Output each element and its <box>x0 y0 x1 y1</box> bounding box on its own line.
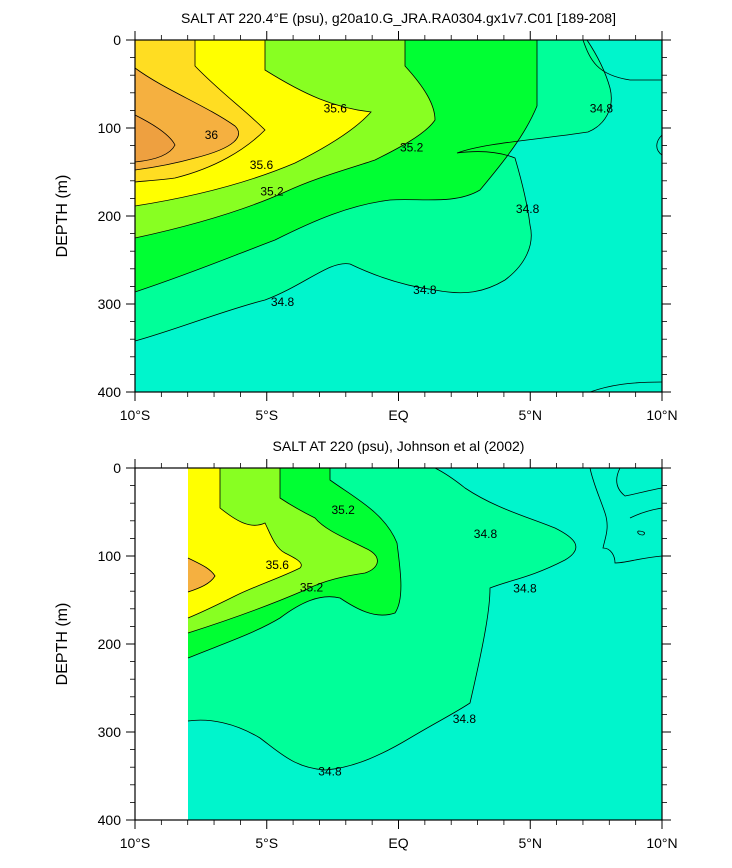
top-panel-fills <box>135 40 662 392</box>
contour-line <box>134 114 176 163</box>
contour-label: 34.8 <box>474 527 498 541</box>
contour-line <box>134 40 266 183</box>
bottom-panel-contour-labels: 35.2 34.8 35.6 34.8 35.2 34.8 34.8 <box>266 503 537 779</box>
contour-line <box>187 468 302 619</box>
contour-line <box>187 468 402 659</box>
x-tick-label: 5°N <box>519 835 543 851</box>
bottom-panel-title: SALT AT 220 (psu), Johnson et al (2002) <box>273 438 525 454</box>
contour-label: 34.8 <box>516 202 540 216</box>
y-tick-label: 400 <box>98 384 122 400</box>
contour-label: 36 <box>205 128 219 142</box>
contour-label: 34.8 <box>453 712 477 726</box>
contour-line <box>637 530 646 536</box>
contour-line <box>134 67 239 171</box>
contour-label-text: 34.8 <box>513 582 537 596</box>
contour-label-text: 35.6 <box>324 102 348 116</box>
contour-line <box>656 134 663 156</box>
fill-35-8 <box>188 558 215 592</box>
fill-34-8 <box>135 40 662 392</box>
contour-line <box>629 507 663 519</box>
contour-label-text: 35.2 <box>400 140 424 154</box>
x-tick-label: 5°S <box>255 835 278 851</box>
x-tick-label: 10°N <box>646 407 677 423</box>
contour-label: 35.6 <box>250 158 274 172</box>
contour-label-text: 34.8 <box>474 527 498 541</box>
contour-label: 35.2 <box>400 140 424 154</box>
contour-label: 35.6 <box>266 558 290 572</box>
top-panel-contour-lines <box>134 39 663 393</box>
contour-label-text: 34.8 <box>318 765 342 779</box>
contour-line <box>134 40 538 293</box>
y-tick-label: 0 <box>113 460 121 476</box>
contour-line <box>616 467 663 497</box>
contour-label-text: 35.2 <box>331 503 355 517</box>
fill-36-2 <box>135 115 175 162</box>
contour-label-text: 36 <box>205 128 219 142</box>
contour-label-text: 35.6 <box>266 558 290 572</box>
contour-label-text: 35.6 <box>250 158 274 172</box>
top-panel-ylabel: DEPTH (m) <box>54 175 71 258</box>
contour-label-text: 35.2 <box>300 581 324 595</box>
top-panel-contour-labels: 35.6 36 35.6 35.2 35.2 34.8 34.8 34.8 34.8 <box>205 102 614 310</box>
bottom-panel-contour-lines <box>187 467 663 771</box>
top-panel: 35.6 36 35.6 35.2 35.2 34.8 34.8 34.8 34.8 10°S 5… <box>54 10 678 423</box>
contour-line <box>134 40 372 207</box>
y-tick-label: 200 <box>98 636 122 652</box>
contour-label-text: 34.8 <box>453 712 477 726</box>
y-tick-label: 400 <box>98 812 122 828</box>
contour-label-text: 34.8 <box>271 295 295 309</box>
contour-label-text: 34.8 <box>590 102 614 116</box>
x-tick-label: 5°S <box>255 407 278 423</box>
bottom-panel: 35.2 34.8 35.6 34.8 35.2 34.8 34.8 10°S 5°S EQ 5°… <box>54 438 678 851</box>
x-tick-label: 5°N <box>519 407 543 423</box>
top-panel-axes: 10°S 5°S EQ 5°N 10°N 0 100 200 300 400 <box>98 31 678 423</box>
contour-label: 35.2 <box>300 581 324 595</box>
top-panel-title: SALT AT 220.4°E (psu), g20a10.G_JRA.RA03… <box>181 10 616 26</box>
x-tick-label: 10°S <box>120 407 151 423</box>
fill-35-6 <box>188 468 302 618</box>
contour-line <box>187 467 577 771</box>
fill-34-8 <box>188 468 662 820</box>
y-tick-label: 100 <box>98 548 122 564</box>
x-tick-label: EQ <box>388 835 408 851</box>
bottom-panel-fills <box>188 468 662 820</box>
y-tick-label: 300 <box>98 724 122 740</box>
x-tick-label: 10°S <box>120 835 151 851</box>
contour-line <box>582 39 662 81</box>
x-tick-label: EQ <box>388 407 408 423</box>
contour-label-text: 34.8 <box>413 283 437 297</box>
y-tick-label: 200 <box>98 208 122 224</box>
contour-line <box>134 40 436 239</box>
x-tick-label: 10°N <box>646 835 677 851</box>
contour-line <box>589 381 663 393</box>
contour-label: 34.8 <box>513 582 537 596</box>
contour-line <box>134 39 612 342</box>
contour-line <box>589 467 663 564</box>
y-tick-label: 300 <box>98 296 122 312</box>
contour-label: 35.2 <box>260 184 284 198</box>
contour-line <box>187 468 378 634</box>
contour-label: 34.8 <box>413 283 437 297</box>
contour-label: 35.6 <box>324 102 348 116</box>
contour-label: 35.2 <box>331 503 355 517</box>
y-tick-label: 100 <box>98 120 122 136</box>
contour-label: 34.8 <box>318 765 342 779</box>
contour-label: 34.8 <box>271 295 295 309</box>
bottom-panel-axes: 10°S 5°S EQ 5°N 10°N 0 100 200 300 400 <box>98 459 678 851</box>
y-tick-label: 0 <box>113 32 121 48</box>
contour-line <box>187 557 216 593</box>
contour-label-text: 34.8 <box>516 202 540 216</box>
bottom-panel-ylabel: DEPTH (m) <box>54 603 71 686</box>
contour-label-text: 35.2 <box>260 184 284 198</box>
contour-label: 34.8 <box>590 102 614 116</box>
